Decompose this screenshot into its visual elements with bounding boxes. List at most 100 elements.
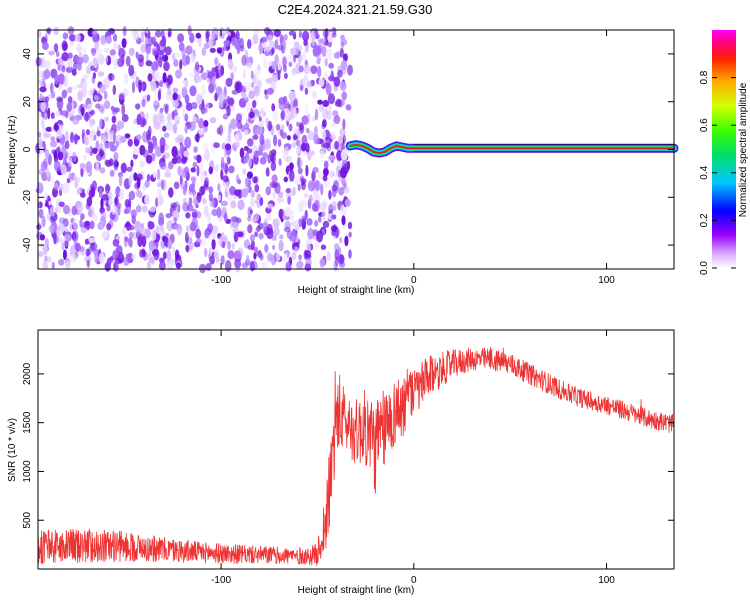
noise-blob xyxy=(328,169,333,179)
noise-blob xyxy=(53,150,58,159)
noise-blob xyxy=(217,62,222,72)
noise-blob xyxy=(220,255,225,265)
noise-blob xyxy=(114,197,118,205)
noise-blob xyxy=(318,170,324,181)
noise-blob xyxy=(148,240,155,251)
noise-blob xyxy=(131,81,136,94)
noise-blob xyxy=(80,168,84,178)
noise-blob xyxy=(264,27,271,35)
noise-blob xyxy=(84,146,92,154)
noise-blob xyxy=(89,118,96,126)
noise-blob xyxy=(231,36,236,47)
noise-blob xyxy=(283,226,291,233)
noise-blob xyxy=(340,149,348,161)
noise-blob xyxy=(109,145,117,152)
noise-blob xyxy=(101,230,109,239)
noise-blob xyxy=(118,174,123,187)
noise-blob xyxy=(133,172,138,182)
noise-blob xyxy=(184,125,188,134)
noise-blob xyxy=(100,134,108,144)
noise-blob xyxy=(339,236,343,244)
noise-blob xyxy=(72,233,77,241)
noise-blob xyxy=(99,149,105,157)
noise-blob xyxy=(175,69,182,79)
noise-blob xyxy=(312,229,318,237)
noise-blob xyxy=(89,220,95,230)
noise-blob xyxy=(252,176,258,184)
noise-blob xyxy=(234,189,242,197)
noise-blob xyxy=(317,99,323,105)
noise-blob xyxy=(331,187,337,198)
noise-blob xyxy=(322,174,328,182)
noise-blob xyxy=(192,161,198,168)
noise-blob xyxy=(162,235,166,242)
noise-blob xyxy=(87,208,93,218)
noise-blob xyxy=(101,193,109,201)
noise-blob xyxy=(234,141,240,148)
noise-blob xyxy=(250,70,254,80)
spectrogram-xlabel: Height of straight line (km) xyxy=(298,285,415,296)
noise-blob xyxy=(91,29,98,36)
noise-blob xyxy=(275,123,281,131)
noise-blob xyxy=(252,34,259,45)
noise-blob xyxy=(249,261,255,272)
noise-blob xyxy=(334,249,340,261)
noise-blob xyxy=(172,209,180,221)
noise-blob xyxy=(185,55,190,65)
noise-blob xyxy=(138,79,142,86)
noise-blob xyxy=(273,226,280,237)
noise-blob xyxy=(76,43,82,54)
noise-blob xyxy=(38,137,43,150)
noise-blob xyxy=(82,81,88,91)
noise-blob xyxy=(174,52,181,58)
noise-blob xyxy=(49,206,55,218)
noise-blob xyxy=(79,246,87,256)
noise-blob xyxy=(165,121,174,131)
noise-blob xyxy=(72,62,78,71)
noise-blob xyxy=(328,203,334,214)
noise-blob xyxy=(63,76,68,87)
noise-blob xyxy=(119,188,125,201)
noise-blob xyxy=(166,249,172,261)
noise-blob xyxy=(200,163,204,175)
noise-blob xyxy=(248,90,255,100)
noise-blob xyxy=(283,176,288,183)
colorbar-tick-label: 0.4 xyxy=(699,165,710,179)
noise-blob xyxy=(200,172,205,183)
noise-blob xyxy=(261,42,268,49)
noise-blob xyxy=(282,214,286,220)
noise-blob xyxy=(69,223,73,232)
noise-blob xyxy=(335,98,343,107)
noise-blob xyxy=(316,58,321,65)
noise-blob xyxy=(264,89,268,95)
noise-blob xyxy=(311,170,316,182)
noise-blob xyxy=(250,240,255,251)
noise-blob xyxy=(158,261,166,271)
noise-blob xyxy=(85,161,93,173)
noise-blob xyxy=(135,51,139,59)
noise-blob xyxy=(172,99,179,108)
noise-blob xyxy=(277,196,284,203)
noise-blob xyxy=(271,60,277,70)
colorbar-tick-label: 0.8 xyxy=(699,70,710,84)
noise-blob xyxy=(84,238,90,245)
noise-blob xyxy=(148,141,154,154)
noise-blob xyxy=(157,90,161,101)
noise-blob xyxy=(253,252,257,260)
noise-blob xyxy=(84,111,89,122)
noise-blob xyxy=(347,221,353,230)
noise-blob xyxy=(55,147,61,153)
noise-blob xyxy=(138,58,144,68)
noise-blob xyxy=(272,110,279,122)
noise-blob xyxy=(338,186,345,196)
noise-blob xyxy=(184,94,190,105)
noise-blob xyxy=(226,105,231,117)
noise-blob xyxy=(185,212,191,219)
noise-blob xyxy=(68,86,73,94)
noise-blob xyxy=(281,110,286,120)
noise-blob xyxy=(216,206,222,218)
noise-blob xyxy=(246,171,253,179)
noise-blob xyxy=(288,61,293,67)
noise-blob xyxy=(86,68,91,75)
y-tick-label: -40 xyxy=(22,237,33,252)
